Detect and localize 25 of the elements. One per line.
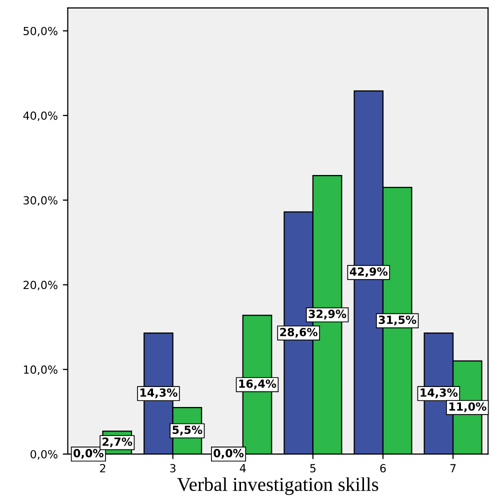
data-label: 16,4% xyxy=(239,379,276,390)
y-tick-label: 0,0% xyxy=(30,450,58,460)
data-label: 28,6% xyxy=(280,328,318,338)
y-tick-label: 10,0% xyxy=(24,365,58,375)
data-label: 31,5% xyxy=(378,316,416,326)
x-tick-label: 2 xyxy=(100,464,106,472)
x-tick-label: 7 xyxy=(450,464,456,472)
x-axis-title: Verbal investigation skills xyxy=(177,477,378,496)
data-label: 42,9% xyxy=(350,267,388,278)
y-tick-label: 20,0% xyxy=(24,280,58,290)
data-label: 5,5% xyxy=(172,426,202,436)
data-label: 32,9% xyxy=(308,310,346,320)
data-label: 11,0% xyxy=(449,402,486,412)
x-tick-label: 6 xyxy=(380,464,386,472)
data-label: 14,3% xyxy=(420,388,458,398)
y-tick-label: 30,0% xyxy=(24,196,58,206)
x-tick-label: 5 xyxy=(310,464,316,472)
data-label: 0,0% xyxy=(74,448,104,459)
data-label: 2,7% xyxy=(102,437,132,448)
x-tick-label: 3 xyxy=(170,464,176,472)
y-tick-label: 50,0% xyxy=(24,26,58,36)
data-label: 14,3% xyxy=(140,388,178,398)
data-label: 0,0% xyxy=(214,448,244,459)
y-tick-label: 40,0% xyxy=(23,111,58,122)
x-tick-label: 4 xyxy=(240,464,246,472)
